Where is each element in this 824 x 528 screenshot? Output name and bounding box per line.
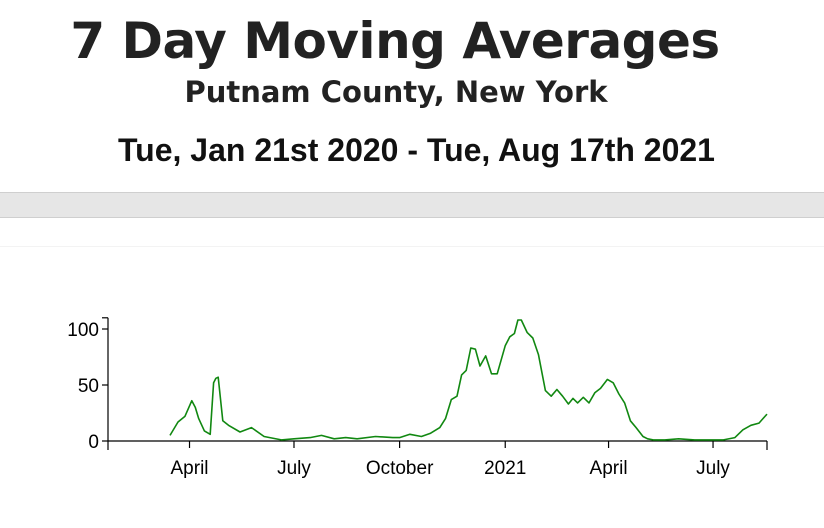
- x-tick-label: 2021: [484, 458, 526, 479]
- divider-band: [0, 192, 824, 218]
- plot-area: 0 50 100 April July October 2021 April July: [67, 317, 768, 479]
- x-tick-3: 2021: [484, 441, 526, 479]
- x-tick-0: April: [171, 441, 209, 479]
- x-tick-label: April: [590, 458, 628, 479]
- divider-line: [0, 246, 824, 247]
- date-range: Tue, Jan 21st 2020 - Tue, Aug 17th 2021: [118, 132, 715, 168]
- x-tick-label: October: [366, 458, 434, 479]
- x-tick-5: July: [696, 441, 730, 479]
- x-tick-label: April: [171, 458, 209, 479]
- chart-title: 7 Day Moving Averages: [70, 12, 720, 70]
- series-line-0: [169, 319, 768, 441]
- y-tick-label: 100: [67, 320, 99, 341]
- y-tick-100: 100: [67, 320, 108, 341]
- y-tick-label: 50: [78, 376, 99, 397]
- x-tick-2: October: [366, 441, 434, 479]
- chart-subtitle: Putnam County, New York: [184, 75, 608, 109]
- y-tick-label: 0: [88, 432, 99, 453]
- y-tick-50: 50: [78, 376, 108, 397]
- x-tick-1: July: [277, 441, 311, 479]
- x-tick-4: April: [590, 441, 628, 479]
- x-tick-label: July: [277, 458, 311, 479]
- x-tick-label: July: [696, 458, 730, 479]
- y-tick-0: 0: [88, 432, 108, 453]
